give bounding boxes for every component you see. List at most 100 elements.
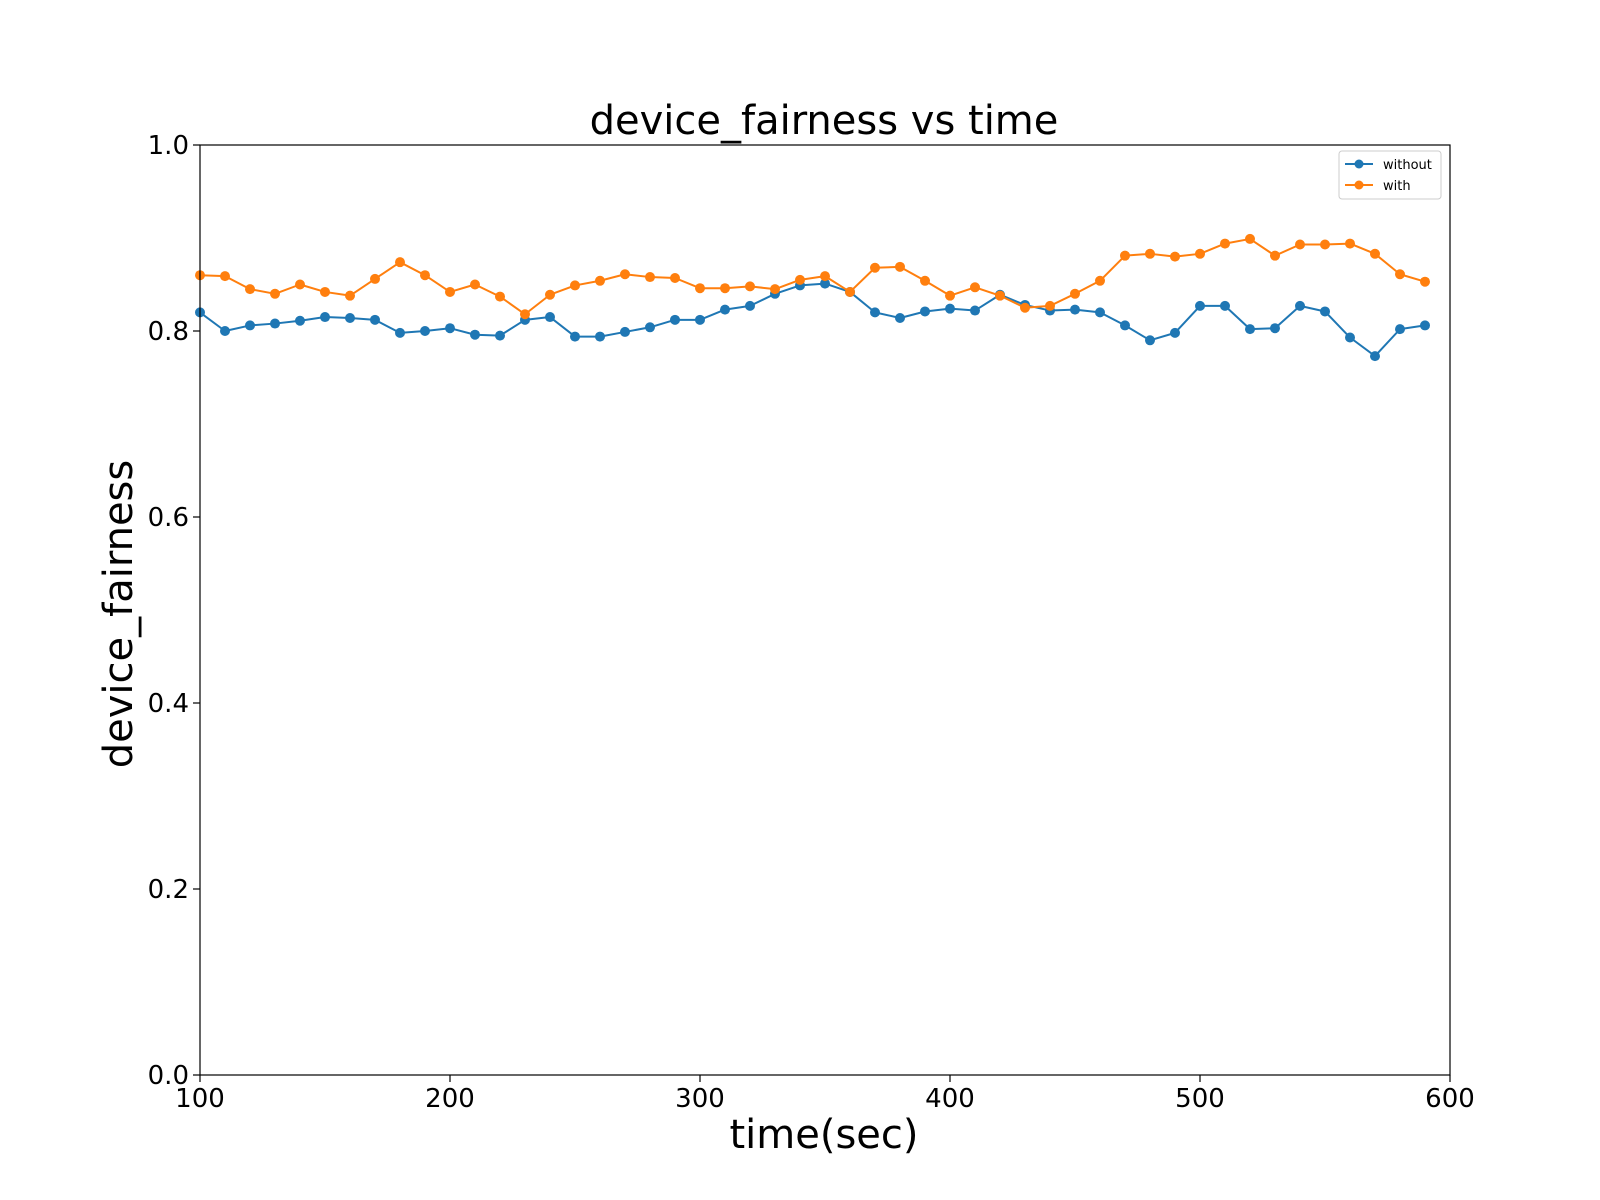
data-point-without [495, 330, 505, 341]
data-point-with [1345, 238, 1355, 249]
data-point-without [1095, 307, 1105, 318]
data-point-with [845, 286, 855, 297]
data-point-without [1220, 300, 1230, 311]
data-point-with [320, 286, 330, 297]
y-tick: 0.2 [148, 875, 200, 905]
data-point-with [1020, 302, 1030, 313]
data-point-without [1195, 300, 1205, 311]
data-point-with [1320, 239, 1330, 250]
x-axis-label: time(sec) [729, 1112, 918, 1158]
data-point-without [895, 312, 905, 323]
y-tick: 1.0 [148, 131, 200, 161]
data-point-without [1295, 300, 1305, 311]
data-point-without [1370, 351, 1380, 362]
data-point-without [545, 312, 555, 323]
data-point-without [645, 322, 655, 333]
data-point-with [920, 275, 930, 286]
legend-label: with [1383, 179, 1411, 194]
x-axis-ticks: 100 200 300 400 500 600 [175, 1075, 1475, 1114]
series-with [195, 233, 1430, 320]
data-point-without [595, 331, 605, 342]
data-point-with [645, 272, 655, 283]
data-point-with [1095, 275, 1105, 286]
data-point-with [1395, 269, 1405, 280]
legend-swatch-marker [1354, 180, 1364, 190]
data-point-without [620, 326, 630, 337]
data-point-with [1220, 238, 1230, 249]
data-point-with [1245, 233, 1255, 244]
data-point-with [395, 257, 405, 268]
data-point-without [245, 320, 255, 331]
x-tick-label: 600 [1425, 1084, 1475, 1114]
data-point-with [1195, 248, 1205, 259]
data-point-with [695, 283, 705, 294]
legend-label: without [1383, 158, 1432, 173]
data-point-without [470, 329, 480, 340]
data-point-with [520, 309, 530, 320]
data-point-with [1420, 276, 1430, 287]
chart-title: device_fairness vs time [590, 98, 1059, 144]
data-point-with [595, 275, 605, 286]
data-point-with [945, 290, 955, 301]
data-point-without [920, 306, 930, 317]
data-point-with [570, 280, 580, 291]
data-point-without [1320, 306, 1330, 317]
data-point-with [745, 281, 755, 292]
y-tick-label: 0.2 [148, 875, 189, 905]
plot-area [195, 233, 1430, 362]
x-tick: 500 [1175, 1075, 1225, 1114]
data-point-without [395, 327, 405, 338]
data-point-with [245, 284, 255, 295]
data-point-with [620, 269, 630, 280]
legend-item-without: without [1345, 158, 1432, 173]
data-point-without [1245, 324, 1255, 335]
data-point-without [695, 314, 705, 325]
data-point-with [220, 271, 230, 282]
data-point-with [895, 261, 905, 272]
data-point-with [420, 270, 430, 281]
y-tick: 0.4 [148, 689, 200, 719]
data-point-without [570, 331, 580, 342]
data-point-without [320, 312, 330, 323]
y-tick: 0.6 [148, 503, 200, 533]
data-point-with [1295, 239, 1305, 250]
y-tick-label: 1.0 [148, 131, 189, 161]
y-tick-label: 0.0 [148, 1061, 189, 1091]
y-tick-label: 0.4 [148, 689, 189, 719]
x-tick-label: 500 [1175, 1084, 1225, 1114]
legend: without with [1338, 150, 1442, 200]
x-tick: 200 [425, 1075, 475, 1114]
data-point-with [1270, 250, 1280, 261]
data-point-without [345, 312, 355, 323]
data-point-with [1045, 300, 1055, 311]
data-point-with [1070, 288, 1080, 299]
data-point-without [745, 300, 755, 311]
data-point-with [345, 290, 355, 301]
data-point-with [1120, 250, 1130, 261]
x-tick-label: 400 [925, 1084, 975, 1114]
data-point-with [270, 288, 280, 299]
data-point-with [995, 290, 1005, 301]
x-tick: 600 [1425, 1075, 1475, 1114]
data-point-without [370, 314, 380, 325]
y-axis-ticks: 0.0 0.2 0.4 0.6 0.8 1.0 [148, 131, 200, 1091]
data-point-without [720, 304, 730, 315]
data-point-without [420, 326, 430, 336]
data-point-without [945, 303, 955, 314]
data-point-with [445, 286, 455, 297]
y-tick-label: 0.8 [148, 317, 189, 347]
y-axis-label: device_fairness [96, 460, 142, 768]
data-point-with [820, 271, 830, 282]
data-point-without [1420, 320, 1430, 331]
y-tick: 0.8 [148, 317, 200, 347]
data-point-without [1270, 323, 1280, 334]
data-point-with [545, 289, 555, 300]
data-point-with [970, 282, 980, 293]
data-point-with [795, 274, 805, 285]
x-tick: 400 [925, 1075, 975, 1114]
data-point-with [1145, 248, 1155, 259]
data-point-with [770, 284, 780, 295]
x-tick-label: 100 [175, 1084, 225, 1114]
data-point-without [1145, 335, 1155, 346]
